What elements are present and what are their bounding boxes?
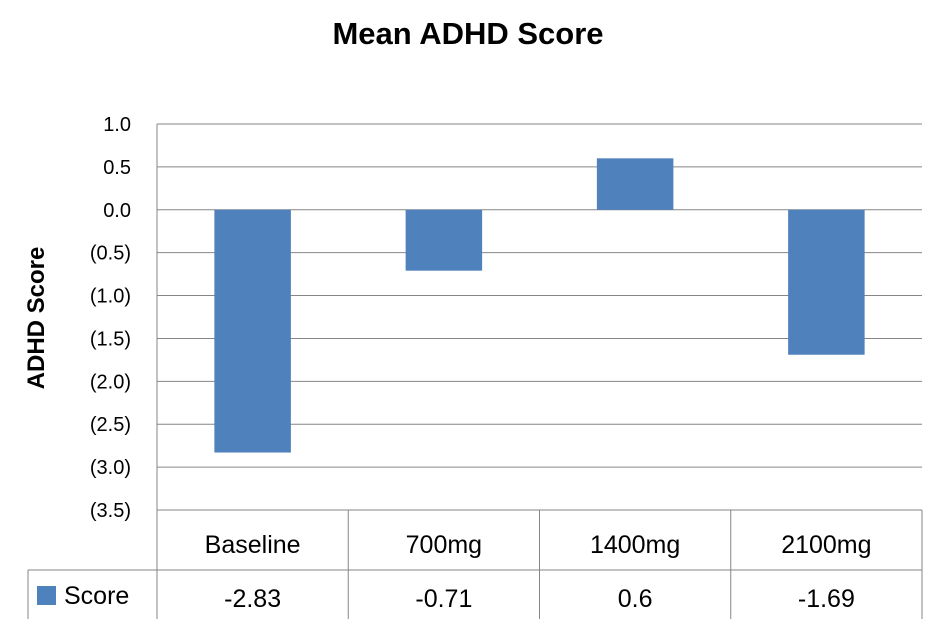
data-table-value: -0.71 bbox=[415, 585, 472, 613]
category-label: 2100mg bbox=[781, 531, 871, 559]
axes bbox=[27, 124, 923, 619]
category-label: Baseline bbox=[205, 531, 301, 559]
y-tick-label: (2.5) bbox=[90, 414, 131, 436]
legend-swatch bbox=[37, 586, 56, 605]
bar-2100mg bbox=[788, 209, 865, 355]
y-tick-label: (1.0) bbox=[90, 286, 131, 308]
y-tick-label: (3.0) bbox=[90, 457, 131, 479]
bar-700mg bbox=[405, 209, 483, 271]
y-tick-label: 0.0 bbox=[103, 200, 131, 222]
y-tick-label: (3.5) bbox=[90, 500, 131, 522]
y-ticks: 1.0 0.5 0.0 (0.5) (1.0) (1.5) (2.0) (2.5) (3.0) (… bbox=[90, 114, 131, 522]
category-label: 1400mg bbox=[590, 531, 680, 559]
bars bbox=[214, 158, 865, 453]
data-table-value: -2.83 bbox=[224, 585, 281, 613]
data-table: Baseline 700mg 1400mg 2100mg Score -2.83 -0.71… bbox=[37, 531, 872, 613]
legend-label: Score bbox=[64, 582, 129, 610]
bar-baseline bbox=[214, 209, 291, 453]
data-table-value: -1.69 bbox=[798, 585, 855, 613]
y-tick-label: 0.5 bbox=[103, 157, 131, 179]
y-tick-label: (1.5) bbox=[90, 328, 131, 350]
y-tick-label: 1.0 bbox=[103, 114, 131, 136]
data-table-value: 0.6 bbox=[618, 585, 653, 613]
category-label: 700mg bbox=[406, 531, 482, 559]
bar-1400mg bbox=[596, 158, 674, 210]
y-axis-label: ADHD Score bbox=[23, 247, 50, 390]
y-tick-label: (0.5) bbox=[90, 243, 131, 265]
chart-title: Mean ADHD Score bbox=[332, 16, 603, 51]
y-tick-label: (2.0) bbox=[90, 371, 131, 393]
